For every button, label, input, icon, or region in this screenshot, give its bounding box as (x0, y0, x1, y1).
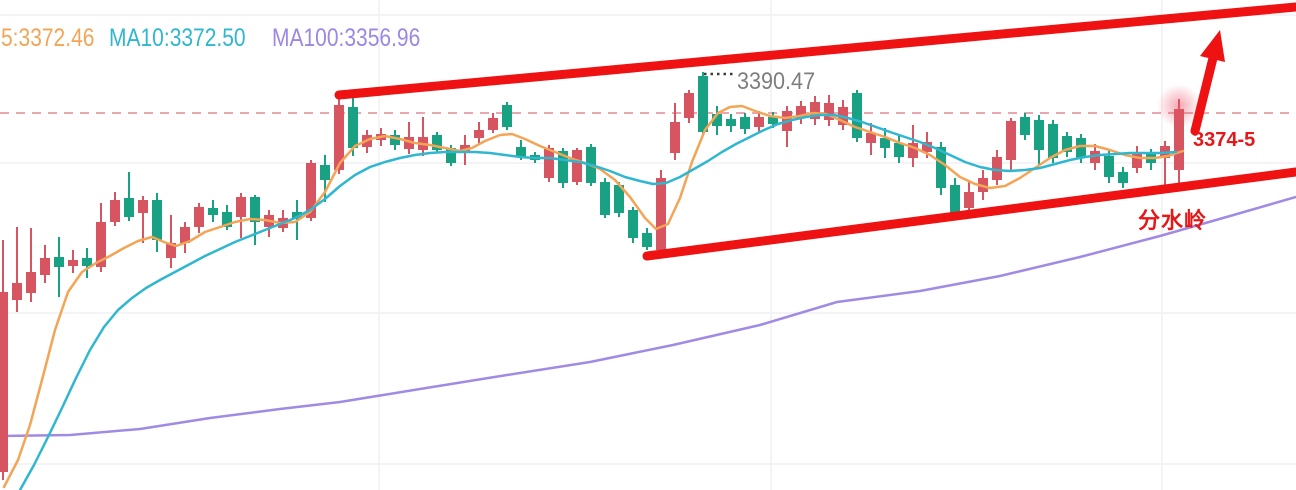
candle-body (180, 227, 190, 243)
candle-body (124, 198, 134, 217)
channel-lower-trendline[interactable] (642, 167, 1296, 261)
candle-body (572, 150, 582, 182)
candle-body (936, 147, 946, 188)
candle-body (446, 148, 456, 163)
candle-body (488, 118, 498, 130)
candle-body (600, 182, 610, 215)
candle-body (1118, 172, 1128, 183)
candle-body (12, 283, 22, 300)
candle-body (740, 117, 750, 129)
candle-body (614, 185, 624, 213)
last-candle-glow (1157, 84, 1201, 128)
candle-body (82, 258, 92, 266)
legend-ma100-label: MA100:3356.96 (272, 24, 421, 52)
legend-ma10-label: MA10:3372.50 (109, 24, 246, 52)
candle-body (250, 197, 260, 222)
ma10-line (18, 113, 1178, 490)
candle-body (684, 93, 694, 118)
candle-body (348, 107, 358, 148)
candle-body (236, 197, 246, 217)
candle-body (642, 233, 652, 247)
candle-body (222, 212, 232, 227)
candle-body (432, 135, 442, 150)
candle-body (96, 222, 106, 267)
candle-body (152, 200, 162, 240)
candle-body (404, 137, 414, 149)
legend-ma5-label: 5:3372.46 (1, 24, 95, 52)
candle-body (1132, 154, 1142, 168)
candle-body (810, 102, 820, 119)
candle-body (726, 119, 736, 126)
candle-body (474, 130, 484, 138)
candle-body (1062, 136, 1072, 152)
candle-body (292, 212, 302, 219)
candle-body (208, 208, 218, 215)
candle-body (1020, 117, 1030, 135)
candle-body (0, 292, 8, 472)
candle-body (1090, 151, 1100, 163)
candle-body (306, 163, 316, 218)
candle-body (670, 122, 680, 153)
candle-body (964, 192, 974, 208)
candle-body (1048, 124, 1058, 158)
candle-body (390, 135, 400, 145)
ma100-line (0, 195, 1296, 438)
candle-body (866, 133, 876, 143)
candle-body (110, 200, 120, 222)
candle-body (950, 185, 960, 215)
candle-body (894, 143, 904, 157)
candle-body (796, 106, 806, 118)
candle-body (54, 257, 64, 267)
candle-body (544, 148, 554, 178)
candle-body (1034, 120, 1044, 150)
candle-body (334, 105, 344, 170)
candle-body (194, 207, 204, 227)
candle-body (698, 76, 708, 132)
candle-body (26, 272, 36, 293)
candle-body (824, 103, 834, 120)
candle-body (68, 260, 78, 266)
candle-body (992, 157, 1002, 180)
candle-body (922, 142, 932, 152)
candle-body (516, 147, 526, 157)
candle-body (754, 117, 764, 127)
channel-upper-trendline[interactable] (334, 2, 1296, 100)
candle-body (1006, 121, 1016, 160)
candles-layer (0, 72, 1184, 480)
up-arrow-shaft[interactable] (1190, 53, 1218, 136)
watershed-label[interactable]: 分水岭 (1138, 209, 1208, 234)
candle-body (908, 143, 918, 158)
candle-body (40, 258, 50, 275)
target-zone-label[interactable]: 3374-5 (1193, 129, 1256, 151)
peak-price-label: 3390.47 (737, 68, 816, 95)
up-arrow-head-icon[interactable] (1200, 30, 1225, 62)
candle-body (768, 117, 778, 124)
candle-body (712, 114, 722, 126)
candle-body (558, 151, 568, 183)
candle-body (502, 105, 512, 127)
candle-body (166, 243, 176, 258)
candle-body (1076, 138, 1086, 158)
candle-body (1104, 156, 1114, 177)
candle-body (138, 200, 148, 213)
candle-body (852, 93, 862, 138)
candle-body (656, 178, 666, 250)
candle-body (1174, 109, 1184, 170)
candle-body (880, 138, 890, 148)
candle-body (628, 210, 638, 238)
candle-body (320, 165, 330, 180)
